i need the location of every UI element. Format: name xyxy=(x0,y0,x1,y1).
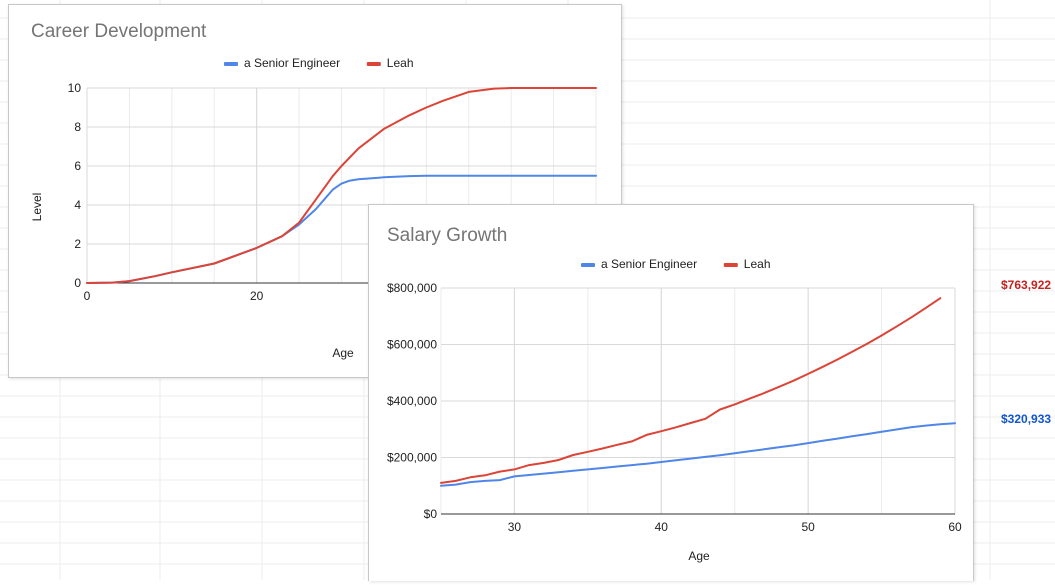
chart-title: Career Development xyxy=(31,21,207,42)
chart-title: Salary Growth xyxy=(387,225,508,246)
series-line xyxy=(86,87,597,284)
y-tick-label: $400,000 xyxy=(387,394,437,408)
y-tick-label: 4 xyxy=(74,198,81,212)
y-axis-title: Level xyxy=(30,193,44,222)
y-tick-label: 10 xyxy=(68,81,82,95)
x-tick-label: 40 xyxy=(655,520,669,534)
x-tick-label: 0 xyxy=(84,289,91,303)
y-tick-label: $0 xyxy=(424,507,438,521)
x-tick-label: 30 xyxy=(508,520,522,534)
series-line xyxy=(440,297,942,484)
x-tick-label: 50 xyxy=(801,520,815,534)
legend-swatch xyxy=(366,62,381,66)
cell-senior-final-salary[interactable]: $320,933 xyxy=(1001,412,1052,426)
y-tick-label: 8 xyxy=(74,120,81,134)
salary-growth-plot: $0 $200,000 $400,000 $600,000 $800,000 30 40 50… xyxy=(387,257,962,563)
legend-swatch xyxy=(224,62,238,66)
y-tick-label: $800,000 xyxy=(387,281,437,295)
legend-swatch xyxy=(581,263,595,267)
legend-swatch xyxy=(723,263,738,267)
legend-label: Leah xyxy=(744,257,771,271)
legend-label: a Senior Engineer xyxy=(244,56,340,70)
cell-leah-final-salary[interactable]: $763,922 xyxy=(1001,278,1052,292)
x-tick-label: 60 xyxy=(948,520,962,534)
legend-label: a Senior Engineer xyxy=(601,257,697,271)
y-tick-label: 2 xyxy=(74,237,81,251)
x-axis-title: Age xyxy=(332,346,354,360)
series-line xyxy=(440,422,956,487)
y-tick-label: 0 xyxy=(74,276,81,290)
legend-label: Leah xyxy=(387,56,414,70)
career-development-plot: 0 2 4 6 8 10 0 20 a Senior Engineer Leah Age Level xyxy=(30,56,597,360)
x-axis-title: Age xyxy=(688,549,710,563)
salary-growth-chart[interactable]: Salary Growth $0 $200,000 $400,000 $600,000… xyxy=(368,204,974,581)
y-tick-label: 6 xyxy=(74,159,81,173)
y-tick-label: $600,000 xyxy=(387,338,437,352)
y-tick-label: $200,000 xyxy=(387,451,437,465)
x-tick-label: 20 xyxy=(250,289,264,303)
